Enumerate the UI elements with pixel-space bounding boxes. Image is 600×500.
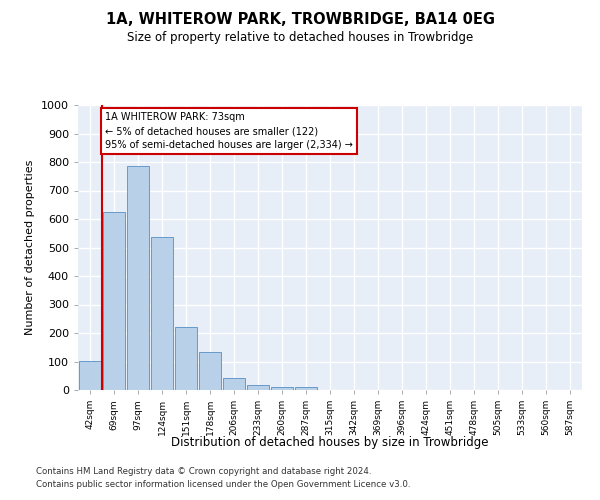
- Bar: [223, 378, 245, 390]
- Bar: [247, 385, 269, 390]
- Text: Size of property relative to detached houses in Trowbridge: Size of property relative to detached ho…: [127, 31, 473, 44]
- Text: Contains HM Land Registry data © Crown copyright and database right 2024.: Contains HM Land Registry data © Crown c…: [36, 467, 371, 476]
- Bar: [127, 166, 149, 390]
- Y-axis label: Number of detached properties: Number of detached properties: [25, 160, 35, 335]
- Text: 1A WHITEROW PARK: 73sqm
← 5% of detached houses are smaller (122)
95% of semi-de: 1A WHITEROW PARK: 73sqm ← 5% of detached…: [105, 112, 353, 150]
- Bar: [271, 387, 293, 390]
- Text: Contains public sector information licensed under the Open Government Licence v3: Contains public sector information licen…: [36, 480, 410, 489]
- Bar: [175, 326, 197, 390]
- Bar: [103, 212, 125, 390]
- Bar: [295, 386, 317, 390]
- Text: Distribution of detached houses by size in Trowbridge: Distribution of detached houses by size …: [171, 436, 489, 449]
- Bar: [199, 352, 221, 390]
- Text: 1A, WHITEROW PARK, TROWBRIDGE, BA14 0EG: 1A, WHITEROW PARK, TROWBRIDGE, BA14 0EG: [106, 12, 494, 28]
- Bar: [79, 360, 101, 390]
- Bar: [151, 236, 173, 390]
